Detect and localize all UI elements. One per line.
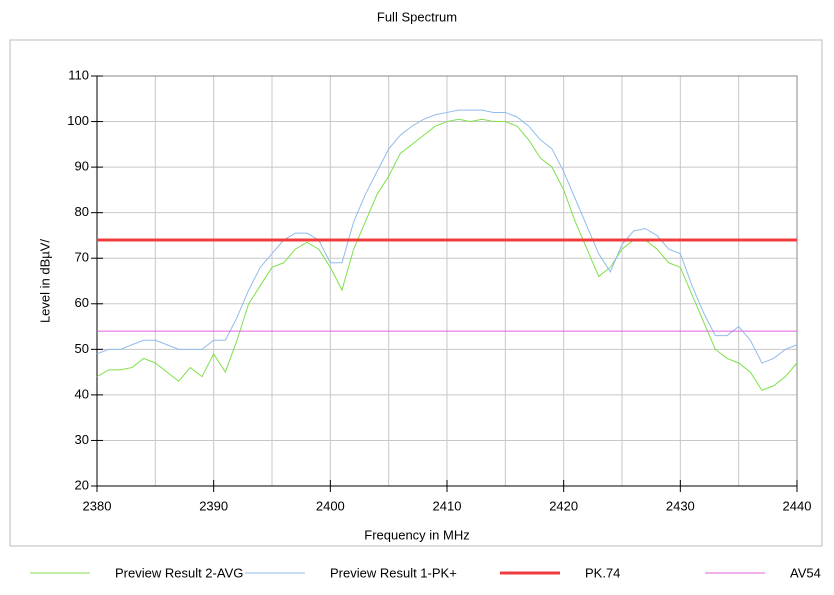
legend-label: Preview Result 2-AVG — [115, 565, 243, 580]
series-line — [96, 109, 798, 364]
series-line — [96, 118, 798, 391]
y-tick-label: 80 — [75, 204, 89, 219]
legend-label: PK.74 — [585, 565, 620, 580]
x-tick-label: 2440 — [783, 498, 812, 513]
y-tick-label: 90 — [75, 159, 89, 174]
legend-label: Preview Result 1-PK+ — [330, 565, 457, 580]
y-tick-label: 110 — [68, 67, 89, 82]
y-tick-label: 70 — [75, 250, 89, 265]
x-tick-label: 2430 — [666, 498, 695, 513]
x-tick-label: 2390 — [199, 498, 228, 513]
y-tick-label: 20 — [75, 477, 89, 492]
frame — [9, 39, 823, 547]
x-tick-label: 2410 — [433, 498, 462, 513]
y-tick-label: 100 — [67, 113, 89, 128]
x-axis-label: Frequency in MHz — [364, 527, 469, 542]
x-tick-label: 2420 — [549, 498, 578, 513]
y-tick-label: 50 — [75, 341, 89, 356]
y-tick-label: 30 — [75, 432, 89, 447]
y-axis-label: Level in dBµV/ — [37, 239, 52, 323]
y-tick-label: 40 — [75, 386, 89, 401]
legend-label: AV54 — [790, 565, 821, 580]
x-tick-label: 2400 — [316, 498, 345, 513]
y-tick-label: 60 — [75, 295, 89, 310]
x-tick-label: 2380 — [83, 498, 112, 513]
chart-title: Full Spectrum — [377, 9, 457, 24]
